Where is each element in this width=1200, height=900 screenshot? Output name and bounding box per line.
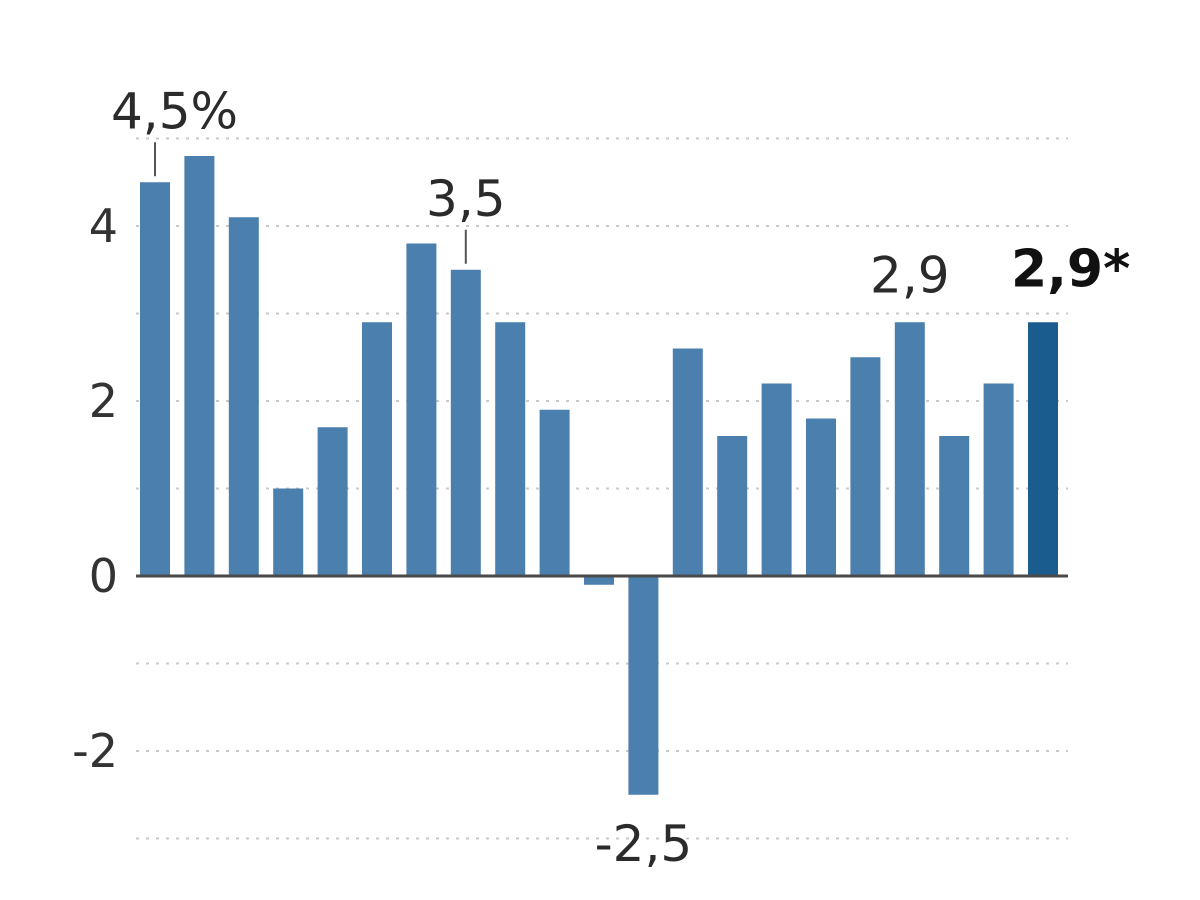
y-tick-label: 2 <box>89 374 118 428</box>
bar <box>850 357 881 576</box>
bar <box>450 269 481 576</box>
bar <box>406 243 437 576</box>
bar <box>228 217 259 576</box>
bar-highlighted <box>1028 322 1058 576</box>
bar <box>539 409 570 576</box>
y-tick-label: 4 <box>89 199 118 253</box>
bar <box>717 436 748 576</box>
bar <box>140 182 170 576</box>
y-axis-ticks: 4 2 0 -2 <box>72 199 118 778</box>
bar <box>184 156 215 576</box>
y-tick-label: -2 <box>72 724 118 778</box>
bar <box>761 383 792 576</box>
bar <box>983 383 1014 576</box>
data-label: -2,5 <box>595 815 693 873</box>
data-label: 3,5 <box>426 170 506 228</box>
data-label: 2,9 <box>870 246 950 304</box>
bar <box>672 348 703 576</box>
bar <box>894 322 925 576</box>
bar <box>317 427 348 576</box>
bar <box>495 322 526 576</box>
bar <box>362 322 392 576</box>
bar <box>628 576 659 795</box>
bar <box>273 488 304 576</box>
data-label: 2,9* <box>1011 239 1130 299</box>
bar <box>584 576 614 585</box>
bars <box>140 156 1058 795</box>
y-tick-label: 0 <box>89 549 118 603</box>
data-label: 4,5% <box>111 82 238 140</box>
bar <box>939 436 970 576</box>
bar <box>806 418 836 576</box>
data-labels: 4,5% 3,5 -2,5 2,9 2,9* <box>111 82 1130 873</box>
